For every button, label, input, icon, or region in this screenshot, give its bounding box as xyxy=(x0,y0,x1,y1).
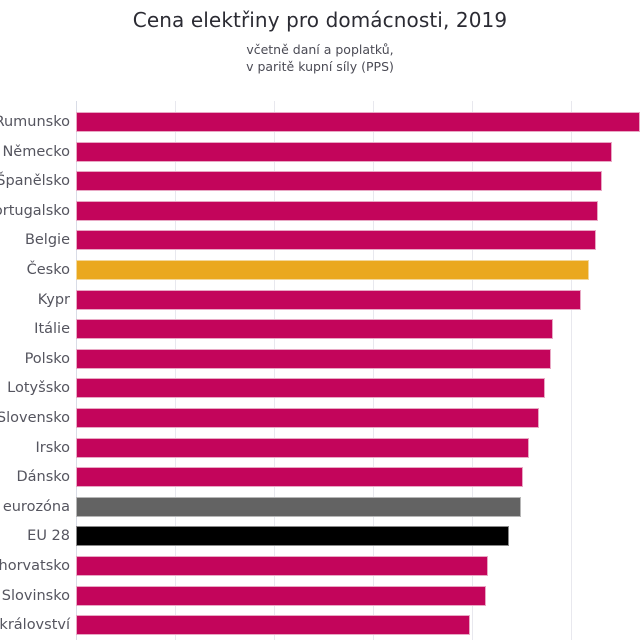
category-label-belgie: Belgie xyxy=(24,232,70,249)
category-label-irsko: Irsko xyxy=(35,439,70,456)
gridline-0-2 xyxy=(471,101,473,640)
bar-d-nsko[interactable] xyxy=(76,467,524,488)
category-label-polsko: Polsko xyxy=(24,350,70,367)
bar-row xyxy=(76,615,640,636)
gridline-0-1 xyxy=(273,101,275,640)
bar-row xyxy=(76,408,640,428)
chart-subtitle: včetně daní a poplatků, v paritě kupní s… xyxy=(0,32,640,76)
bar-eu-28[interactable] xyxy=(76,526,510,547)
category-label-euroz-na: eurozóna xyxy=(2,498,70,515)
category-label--esko: Česko xyxy=(26,262,70,278)
chart-subtitle-line-2: v paritě kupní síly (PPS) xyxy=(246,58,394,74)
gridline-0-25 xyxy=(570,101,572,640)
bar-row xyxy=(76,348,640,369)
category-label-it-lie: Itálie xyxy=(34,321,70,338)
bar--pan-lsko[interactable] xyxy=(76,171,603,192)
bar-row xyxy=(76,141,640,162)
bar-irsko[interactable] xyxy=(76,437,530,458)
bar-row xyxy=(76,171,640,192)
category-label-chorvatsko: Chorvatsko xyxy=(0,558,70,574)
category-axis-labels: Rumunsko Německo Španělsko Portugalsko Belgi… xyxy=(0,101,70,640)
bar-row xyxy=(76,319,640,340)
bar-row xyxy=(76,289,640,310)
chart-title: Cena elektřiny pro domácnosti, 2019 xyxy=(132,8,508,32)
bar-belgie[interactable] xyxy=(76,230,597,251)
bar-rumunsko[interactable] xyxy=(76,112,640,132)
category-label-eu-28: EU 28 xyxy=(27,528,70,545)
category-label-spojen-kr-lovstv-: Spojené království xyxy=(0,617,70,634)
plot-area xyxy=(76,101,640,640)
category-label-d-nsko: Dánsko xyxy=(16,469,70,486)
chart-subtitle-line-1: včetně daní a poplatků, xyxy=(246,42,394,57)
bar-portugalsko[interactable] xyxy=(76,200,599,221)
title-block: Cena elektřiny pro domácnosti, 2019 včet… xyxy=(0,0,640,76)
bar-row xyxy=(76,526,640,547)
gridline-0 xyxy=(76,101,77,640)
bar-spojen-kr-lovstv-[interactable] xyxy=(76,615,470,636)
bar-row xyxy=(76,260,640,280)
category-label-n-mecko: Německo xyxy=(2,143,70,160)
gridline-0-15 xyxy=(372,101,374,640)
bar-row xyxy=(76,556,640,576)
bar-polsko[interactable] xyxy=(76,348,551,369)
category-label-kypr: Kypr xyxy=(37,291,70,308)
bar-row xyxy=(76,585,640,606)
bar-row xyxy=(76,437,640,458)
bar-n-mecko[interactable] xyxy=(76,141,613,162)
category-label-slovinsko: Slovinsko xyxy=(1,587,70,604)
category-label-slovensko: Slovensko xyxy=(0,410,70,426)
bar-row xyxy=(76,378,640,399)
bar-row xyxy=(76,230,640,251)
bar-row xyxy=(76,200,640,221)
bar--esko[interactable] xyxy=(76,260,589,280)
category-label--pan-lsko: Španělsko xyxy=(0,173,70,190)
bar-slovensko[interactable] xyxy=(76,408,540,428)
bar-loty-sko[interactable] xyxy=(76,378,545,399)
category-label-rumunsko: Rumunsko xyxy=(0,114,70,130)
bar-euroz-na[interactable] xyxy=(76,496,522,517)
bar-slovinsko[interactable] xyxy=(76,585,486,606)
gridline-0-05 xyxy=(174,101,176,640)
category-label-loty-sko: Lotyšsko xyxy=(7,380,70,397)
bar-row xyxy=(76,467,640,488)
bar-row xyxy=(76,496,640,517)
bar-kypr[interactable] xyxy=(76,289,581,310)
bar-chorvatsko[interactable] xyxy=(76,556,488,576)
category-label-portugalsko: Portugalsko xyxy=(0,202,70,219)
bar-it-lie[interactable] xyxy=(76,319,553,340)
bar-row xyxy=(76,112,640,132)
